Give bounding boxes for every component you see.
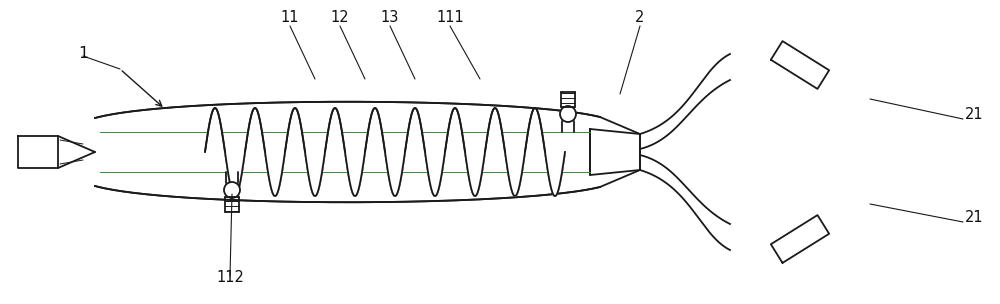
Polygon shape [205,108,225,152]
Polygon shape [245,108,265,152]
Polygon shape [640,155,730,250]
Polygon shape [445,108,465,152]
Text: 13: 13 [381,10,399,25]
Polygon shape [305,152,325,196]
Polygon shape [325,108,345,152]
Polygon shape [545,152,565,196]
Polygon shape [225,152,245,196]
Text: 21: 21 [965,107,984,122]
Polygon shape [405,108,425,152]
Polygon shape [771,215,829,263]
Polygon shape [771,41,829,89]
Text: 112: 112 [216,270,244,285]
Text: 1: 1 [78,47,88,61]
Polygon shape [485,108,505,152]
Polygon shape [525,108,545,152]
Polygon shape [365,108,385,152]
Polygon shape [18,136,58,168]
Polygon shape [385,152,405,196]
Text: 111: 111 [436,10,464,25]
Text: 11: 11 [281,10,299,25]
Polygon shape [345,152,365,196]
Text: 2: 2 [635,10,645,25]
Polygon shape [590,129,640,175]
Polygon shape [505,152,525,196]
Polygon shape [95,102,600,202]
Polygon shape [465,152,485,196]
Text: 21: 21 [965,210,984,225]
Circle shape [560,106,576,122]
Polygon shape [265,152,285,196]
Text: 12: 12 [331,10,349,25]
Polygon shape [425,152,445,196]
Polygon shape [640,54,730,149]
Circle shape [224,182,240,198]
Polygon shape [285,108,305,152]
